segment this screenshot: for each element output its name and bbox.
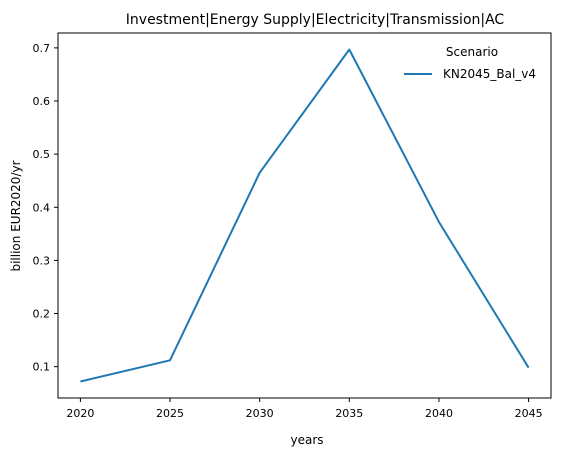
legend: Scenario KN2045_Bal_v4 [404, 45, 536, 81]
y-tick-label: 0.6 [33, 95, 51, 108]
chart-title: Investment|Energy Supply|Electricity|Tra… [126, 12, 505, 28]
x-tick-label: 2020 [66, 407, 94, 420]
x-tick-label: 2025 [156, 407, 184, 420]
plot-frame [57, 32, 552, 399]
series-line [80, 48, 530, 383]
x-tick-label: 2045 [515, 407, 543, 420]
y-tick-label: 0.3 [33, 254, 51, 267]
x-axis-label: years [290, 433, 323, 447]
y-axis-ticks: 0.1 0.2 0.3 0.4 0.5 0.6 0.7 [33, 42, 58, 374]
x-axis-ticks: 2020 2025 2030 2035 2040 2045 [66, 398, 543, 420]
y-tick-label: 0.4 [33, 201, 51, 214]
x-tick-label: 2030 [246, 407, 274, 420]
plot-area: 2020 2025 2030 2035 2040 2045 0.1 0.2 0.3 0.4 0.5… [33, 32, 552, 420]
y-tick-label: 0.2 [33, 308, 51, 321]
series-layer [80, 48, 530, 383]
y-tick-label: 0.1 [33, 361, 51, 374]
y-axis-label: billion EUR2020/yr [9, 160, 23, 271]
legend-entry-label: KN2045_Bal_v4 [443, 67, 536, 81]
y-tick-label: 0.5 [33, 148, 51, 161]
x-tick-label: 2035 [335, 407, 363, 420]
x-tick-label: 2040 [425, 407, 453, 420]
legend-title: Scenario [446, 45, 498, 59]
y-tick-label: 0.7 [33, 42, 51, 55]
